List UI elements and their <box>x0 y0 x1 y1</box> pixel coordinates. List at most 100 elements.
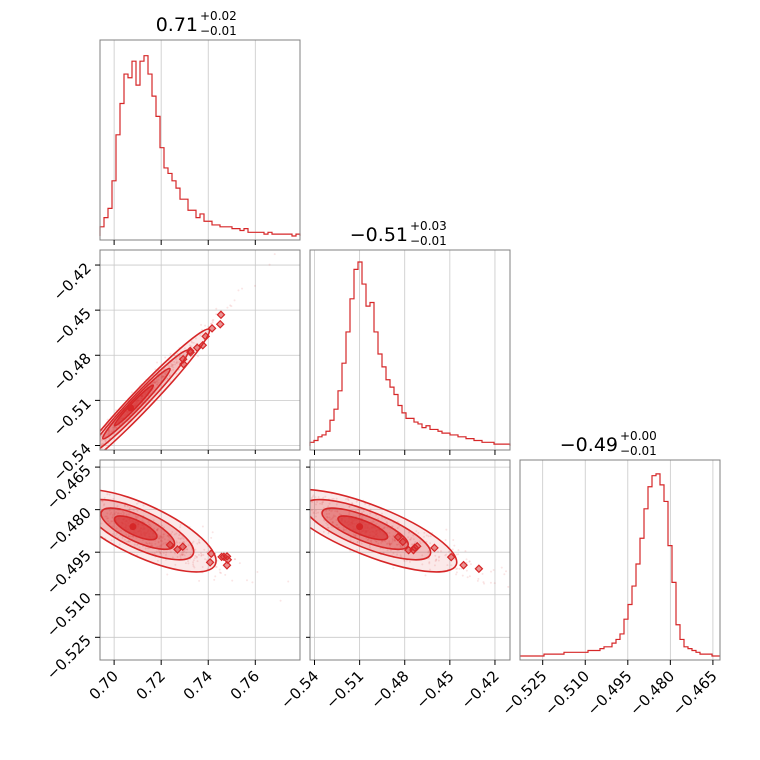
sample-point <box>162 542 165 545</box>
sample-point <box>91 440 93 442</box>
sample-point <box>179 538 182 541</box>
sample-point <box>172 363 175 366</box>
sample-point <box>141 539 144 542</box>
sample-point <box>421 554 424 557</box>
sample-point <box>173 360 176 363</box>
sample-point <box>160 545 163 548</box>
sample-point <box>192 561 195 564</box>
sample-point <box>256 570 259 573</box>
sample-point <box>388 542 391 545</box>
histogram-panel-1: −0.51 +0.03−0.01 <box>309 219 511 455</box>
sample-point <box>130 391 133 394</box>
sample-point <box>100 522 103 525</box>
sample-point <box>114 426 117 429</box>
sample-point <box>187 544 190 547</box>
sample-point <box>361 515 364 518</box>
sample-point <box>128 540 131 543</box>
sample-point <box>163 372 166 375</box>
param-title-0: 0.71 +0.02−0.01 <box>156 9 237 38</box>
panel-frame <box>519 459 721 661</box>
panel-frame <box>99 459 301 661</box>
sample-point <box>481 572 484 575</box>
sample-point <box>425 534 428 537</box>
contour-island <box>192 343 202 353</box>
sample-point <box>215 307 218 310</box>
param-title-value: −0.49 <box>560 434 618 456</box>
y-tick-label: −0.42 <box>50 259 95 304</box>
sample-point <box>106 493 109 496</box>
sample-point <box>128 506 131 509</box>
sample-point <box>183 540 186 543</box>
sample-point <box>120 512 123 515</box>
contour-island <box>219 552 229 562</box>
sample-point <box>330 510 333 513</box>
sample-point <box>245 579 248 582</box>
sample-point <box>164 553 167 556</box>
sample-point <box>97 446 99 448</box>
sample-point <box>373 520 376 523</box>
sample-point <box>421 563 424 566</box>
sample-point <box>94 501 96 503</box>
sample-point <box>111 516 114 519</box>
sample-point <box>457 549 460 552</box>
sample-point <box>115 511 118 514</box>
sample-point <box>156 528 159 531</box>
sample-point <box>331 509 334 512</box>
sample-point <box>304 513 306 515</box>
sample-point <box>342 526 345 529</box>
sample-point <box>111 516 114 519</box>
density-peak <box>127 404 135 412</box>
sample-point <box>331 498 334 501</box>
sample-point <box>388 535 391 538</box>
sample-point <box>335 503 338 506</box>
sample-point <box>115 426 118 429</box>
contour-island <box>215 319 225 329</box>
sample-point <box>390 542 393 545</box>
sample-point <box>301 508 303 510</box>
sample-point <box>233 558 236 561</box>
sample-point <box>185 548 188 551</box>
sample-point <box>360 542 363 545</box>
sample-point <box>101 443 104 446</box>
sample-point <box>172 368 175 371</box>
sample-point <box>193 557 196 560</box>
sample-point <box>112 426 115 429</box>
sample-point <box>160 375 163 378</box>
sample-point <box>179 557 182 560</box>
sample-point <box>93 448 95 450</box>
sample-point <box>151 544 154 547</box>
sample-point <box>155 550 158 553</box>
sample-point <box>156 361 159 364</box>
sample-point <box>335 518 338 521</box>
sample-point <box>161 376 164 379</box>
sample-point <box>188 344 191 347</box>
x-tick-label: 0.70 <box>86 667 122 703</box>
sample-point <box>107 433 110 436</box>
sample-point <box>368 546 371 549</box>
sample-point <box>108 431 111 434</box>
sample-point <box>334 510 337 513</box>
contour-island <box>410 543 420 553</box>
sample-point <box>157 379 160 382</box>
x-axis-0: 0.70 0.72 0.74 0.76 <box>86 660 263 703</box>
sample-point <box>174 563 177 566</box>
sample-point <box>224 573 227 576</box>
sample-point <box>179 523 182 526</box>
sample-point <box>122 512 125 515</box>
sample-point <box>176 352 179 355</box>
sample-point <box>218 571 221 574</box>
sample-point <box>468 560 471 563</box>
sample-point <box>173 533 176 536</box>
sample-point <box>110 539 113 542</box>
contour-island <box>178 354 188 364</box>
sample-point <box>213 578 216 581</box>
sample-point <box>325 509 328 512</box>
sample-point <box>418 540 421 543</box>
sample-point <box>111 532 114 535</box>
sample-point <box>159 534 162 537</box>
sample-point <box>317 511 320 514</box>
sample-point <box>148 542 151 545</box>
sample-point <box>393 539 396 542</box>
sample-point <box>165 371 168 374</box>
sample-point <box>321 501 324 504</box>
